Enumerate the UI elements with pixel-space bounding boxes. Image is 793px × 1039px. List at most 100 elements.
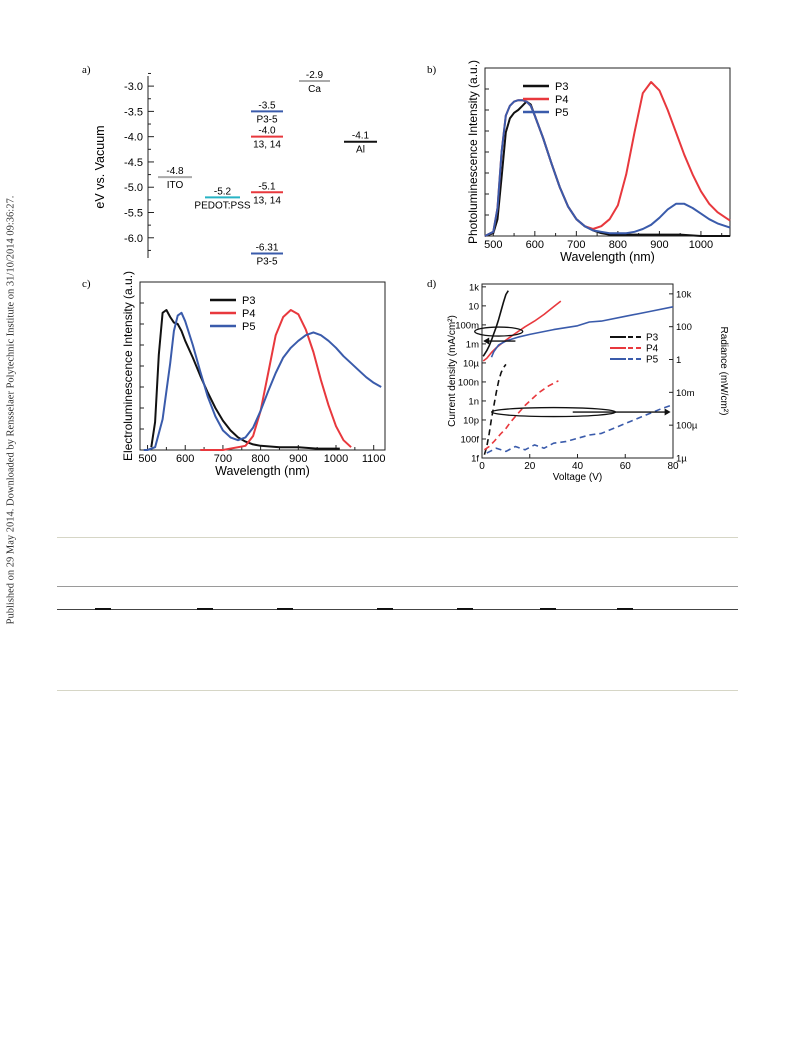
table-header-rule <box>57 586 738 587</box>
energy-material-label: Al <box>356 145 365 156</box>
energy-material-label: Ca <box>308 84 321 95</box>
y-left-tick-label: 1k <box>469 282 479 293</box>
y-right-tick-label: 100 <box>676 322 692 333</box>
x-tick-label: 80 <box>667 461 679 472</box>
x-tick-label: 900 <box>289 453 307 465</box>
series-line-p5 <box>143 311 382 451</box>
y-tick-label: -5.0 <box>124 182 143 194</box>
current-line-p4 <box>482 300 562 362</box>
y-left-tick-label: 1f <box>471 454 479 465</box>
table-column-mark <box>197 608 213 610</box>
y-left-tick-label: 1n <box>468 396 479 407</box>
table-bottom-rule <box>57 690 738 691</box>
jvr-chart: d) 0 20 40 60 80 1k 10 100m 1m 10µ 100n 1n 10p 100f 1f 1… <box>427 278 729 483</box>
x-axis-title: Wavelength (nm) <box>215 464 310 478</box>
energy-value-label: -4.8 <box>166 166 184 177</box>
x-tick-label: 700 <box>214 453 232 465</box>
x-tick-label: 1000 <box>324 453 348 465</box>
current-axis-ellipse <box>474 326 524 337</box>
energy-material-label: PEDOT:PSS <box>194 200 250 211</box>
x-tick-label: 20 <box>524 461 536 472</box>
table-column-mark <box>617 608 633 610</box>
energy-value-label: -4.1 <box>352 131 370 142</box>
plot-frame <box>481 283 674 459</box>
y-left-tick-label: 1m <box>466 339 479 350</box>
y-left-tick-label: 10 <box>468 301 479 312</box>
x-tick-label: 800 <box>609 239 627 251</box>
table-subheader-rule <box>57 609 738 610</box>
energy-material-label: 13, 14 <box>253 140 281 151</box>
photoluminescence-chart: b) 500 600 700 800 900 1000 Wavelength (nm) Phot… <box>427 60 731 264</box>
energy-value-label: -2.9 <box>306 70 324 81</box>
table-column-mark <box>277 608 293 610</box>
y-left-axis-title: Current density (mA/cm²) <box>447 315 458 427</box>
y-right-tick-label: 100µ <box>676 421 698 432</box>
x-tick-label: 500 <box>138 453 156 465</box>
radiance-line-p3 <box>483 363 507 455</box>
series-line-p4 <box>200 309 352 451</box>
y-left-tick-label: 10µ <box>463 358 480 369</box>
y-left-tick-label: 100m <box>455 320 479 331</box>
y-tick-label: -5.5 <box>124 208 143 220</box>
x-tick-label: 800 <box>251 453 269 465</box>
x-tick-label: 900 <box>650 239 668 251</box>
y-right-tick-label: 1 <box>676 355 681 366</box>
x-tick-label: 60 <box>620 461 632 472</box>
legend-label-p4: P4 <box>242 308 255 320</box>
panel-d: d) 0 20 40 60 80 1k 10 100m 1m 10µ 100n 1n 10p 100f 1f 1… <box>425 276 740 486</box>
energy-value-label: -5.1 <box>258 181 276 192</box>
y-right-tick-label: 10m <box>676 388 695 399</box>
current-line-p5 <box>490 306 674 358</box>
publication-note: Published on 29 May 2014. Downloaded by … <box>3 190 19 630</box>
x-tick-label: 40 <box>572 461 584 472</box>
panel-label-d: d) <box>427 278 437 290</box>
legend-label-p5: P5 <box>242 321 255 333</box>
y-right-tick-label: 10k <box>676 289 692 300</box>
legend-label-p4: P4 <box>646 344 659 355</box>
publication-note-text: Published on 29 May 2014. Downloaded by … <box>5 195 17 625</box>
y-left-tick-label: 100f <box>461 434 480 445</box>
table-column-mark <box>377 608 393 610</box>
panel-a: a) -3.0 -3.5 -4.0 -4.5 -5.0 -5.5 -6.0 eV vs. Vac… <box>80 62 410 272</box>
x-tick-label: 500 <box>484 239 502 251</box>
electroluminescence-chart: c) 500 600 700 800 900 1000 1100 Wavelength (nm)… <box>82 271 386 478</box>
radiance-line-p4 <box>483 380 559 451</box>
panel-label-a: a) <box>82 64 91 76</box>
x-tick-label: 1100 <box>362 453 386 465</box>
energy-level-chart: a) -3.0 -3.5 -4.0 -4.5 -5.0 -5.5 -6.0 eV vs. Vac… <box>82 64 377 267</box>
x-tick-label: 0 <box>479 461 485 472</box>
legend-label-p4: P4 <box>555 94 568 106</box>
x-tick-label: 700 <box>567 239 585 251</box>
x-tick-label: 600 <box>526 239 544 251</box>
energy-material-label: P3-5 <box>256 114 278 125</box>
y-tick-label: -4.0 <box>124 132 143 144</box>
y-right-axis-title: Radiance (mW/cm²) <box>718 327 729 416</box>
x-tick-label: 600 <box>176 453 194 465</box>
legend-label-p5: P5 <box>646 355 659 366</box>
series-line-p5 <box>484 99 731 237</box>
energy-value-label: -6.31 <box>256 242 279 253</box>
y-axis-title: Photoluminescence Intensity (a.u.) <box>466 60 480 244</box>
y-left-tick-label: 10p <box>463 415 479 426</box>
table-column-mark <box>457 608 473 610</box>
panel-c: c) 500 600 700 800 900 1000 1100 Wavelength (nm)… <box>80 271 410 486</box>
energy-material-label: 13, 14 <box>253 195 281 206</box>
arrow-right-icon <box>664 408 671 416</box>
table-column-mark <box>95 608 111 610</box>
legend-label-p5: P5 <box>555 107 568 119</box>
y-tick-label: -3.5 <box>124 106 143 118</box>
panel-b: b) 500 600 700 800 900 1000 Wavelength (nm) Phot… <box>425 60 740 272</box>
energy-value-label: -5.2 <box>214 186 232 197</box>
y-left-tick-label: 100n <box>458 377 479 388</box>
current-line-p3 <box>482 290 509 357</box>
legend-label-p3: P3 <box>242 295 255 307</box>
legend-label-p3: P3 <box>555 81 568 93</box>
y-right-tick-label: 1µ <box>676 454 687 465</box>
table-column-mark <box>540 608 556 610</box>
x-axis-title: Wavelength (nm) <box>560 250 655 264</box>
panel-label: c) <box>82 278 91 290</box>
series-line-p3 <box>150 309 340 450</box>
plot-frame <box>484 67 731 237</box>
y-tick-label: -4.5 <box>124 157 143 169</box>
plot-frame <box>139 281 386 451</box>
